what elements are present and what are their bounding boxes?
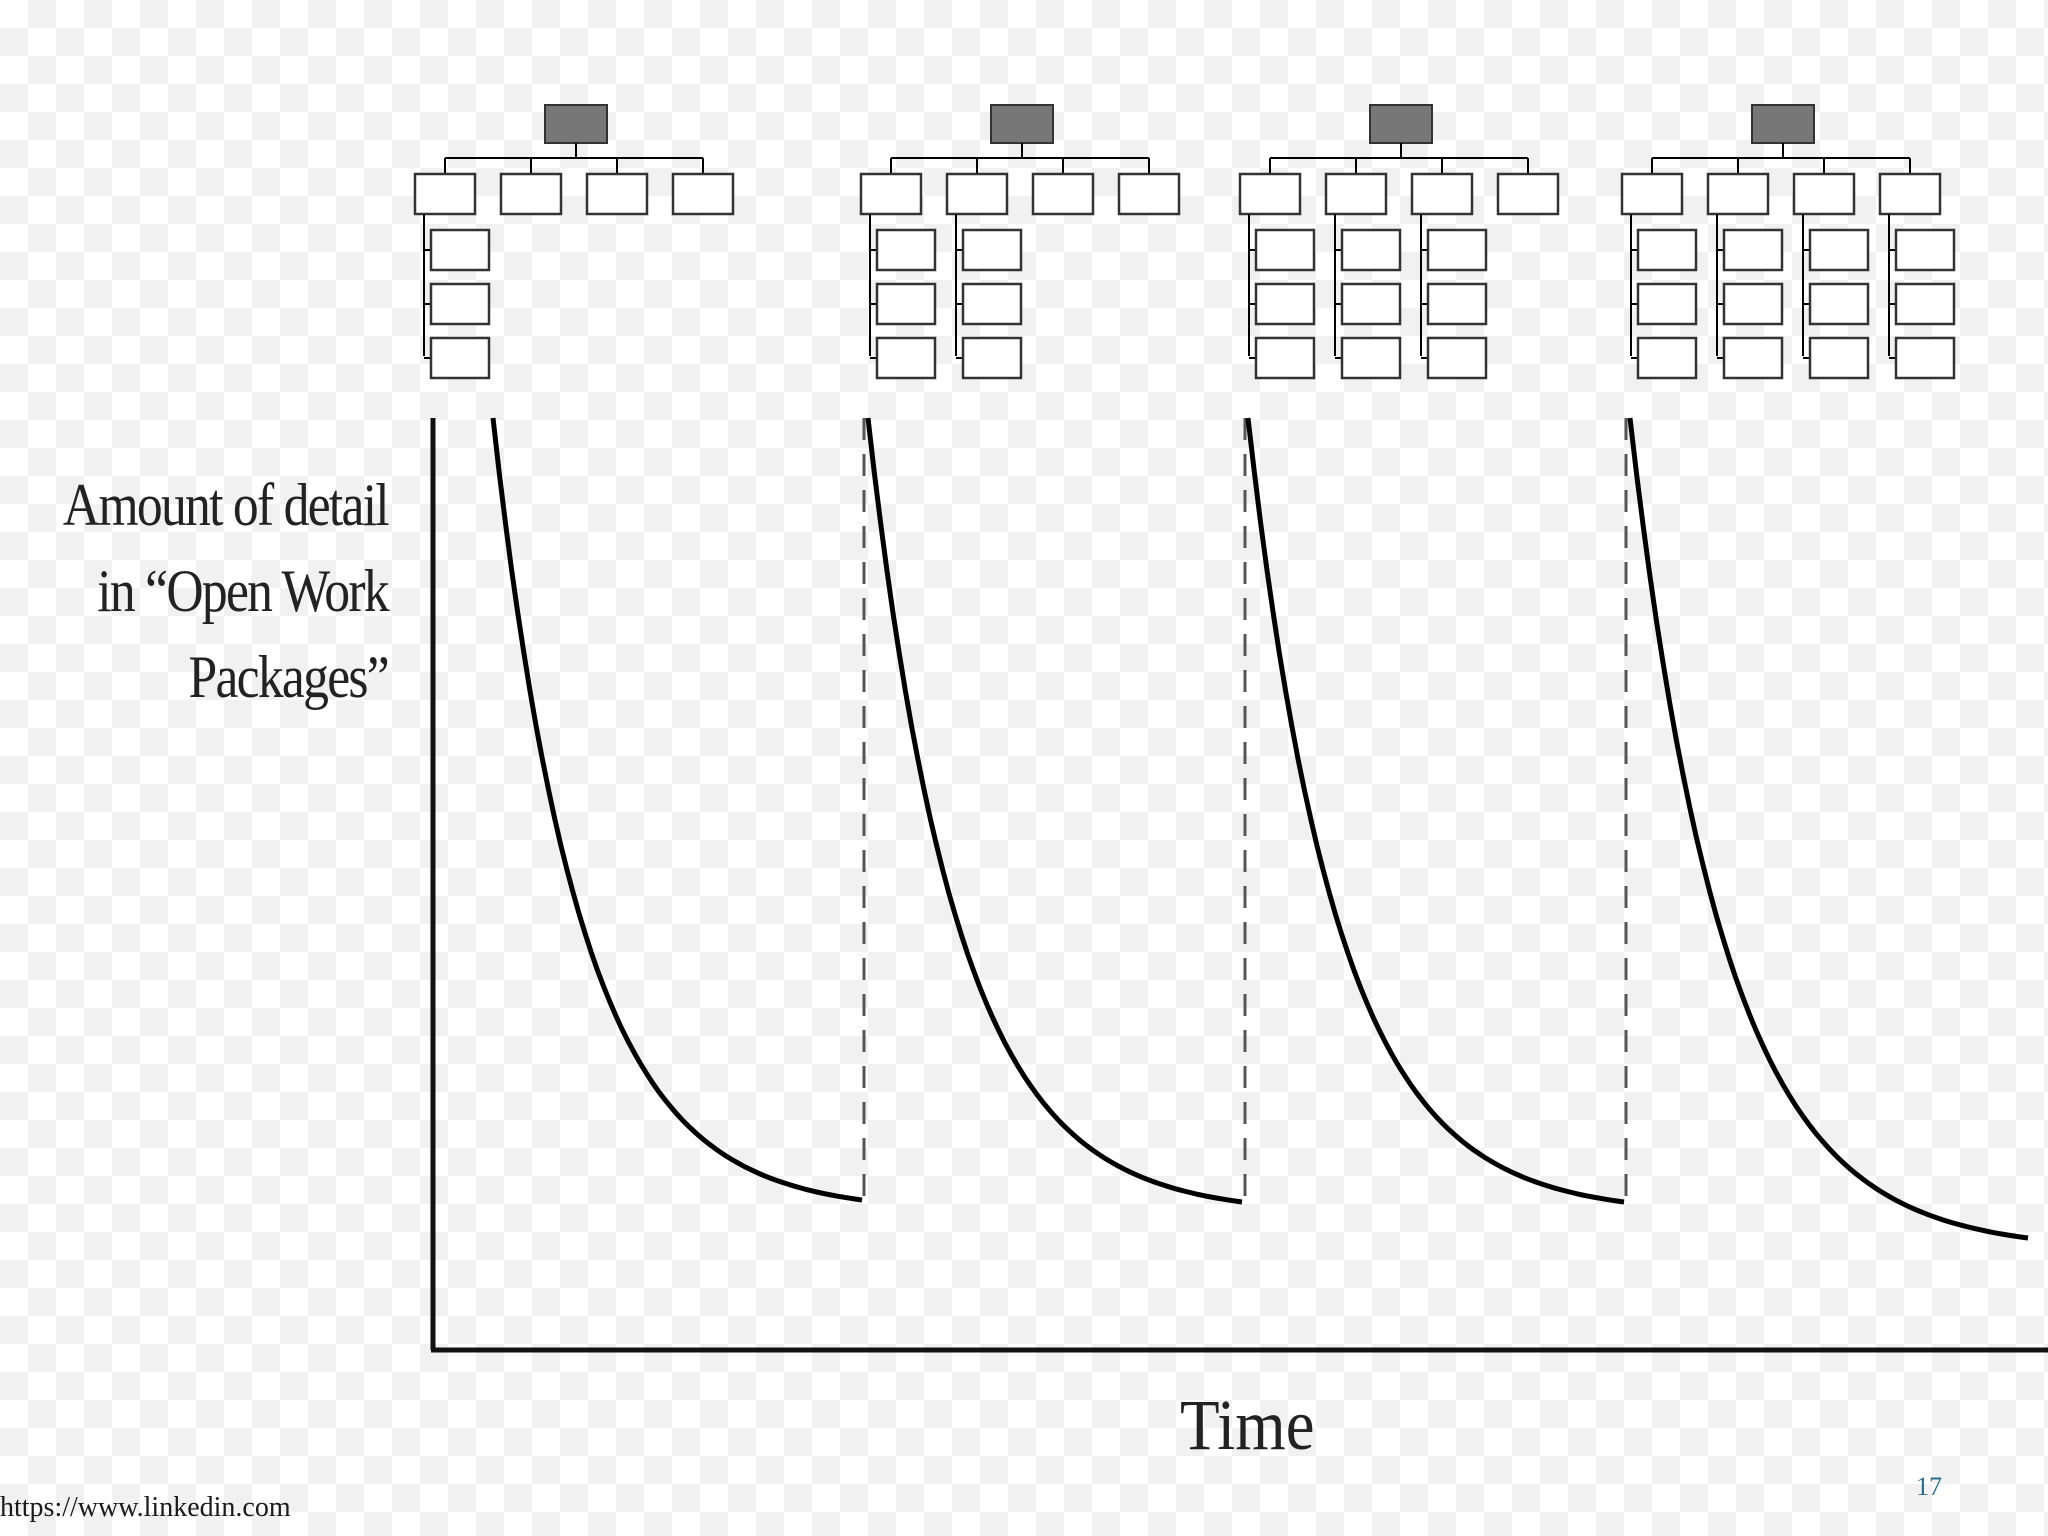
wbs-root-box xyxy=(1369,104,1433,144)
detail-decay-curve-4 xyxy=(1627,417,2029,1241)
y-axis-label: Amount of detail in “Open Work Packages” xyxy=(62,462,390,720)
wbs-level2-box xyxy=(875,228,937,272)
detail-decay-curve-3 xyxy=(1245,417,1625,1205)
wbs-root-box xyxy=(990,104,1054,144)
wbs-level1-box xyxy=(1031,172,1095,216)
wbs-level2-box xyxy=(1426,336,1488,380)
wbs-level2-box xyxy=(1808,282,1870,326)
wbs-level2-box xyxy=(1254,336,1316,380)
page-number: 17 xyxy=(1916,1472,1942,1501)
wbs-level2-box xyxy=(1426,228,1488,272)
wbs-level2-box xyxy=(1894,228,1956,272)
wbs-stage-4 xyxy=(1620,104,1956,380)
wbs-stage-2 xyxy=(859,104,1181,380)
wbs-level1-box xyxy=(1410,172,1474,216)
wbs-level1-box xyxy=(585,172,649,216)
wbs-level2-box xyxy=(1636,228,1698,272)
y-axis-label-line-1: Amount of detail xyxy=(62,472,390,538)
wbs-level2-box xyxy=(429,282,491,326)
wbs-level2-box xyxy=(1340,228,1402,272)
wbs-level1-box xyxy=(1324,172,1388,216)
y-axis-label-line-3: Packages” xyxy=(188,644,390,710)
wbs-level1-box xyxy=(1620,172,1684,216)
wbs-level1-box xyxy=(499,172,563,216)
wbs-level2-box xyxy=(1340,282,1402,326)
wbs-root-box xyxy=(544,104,608,144)
wbs-level1-box xyxy=(1792,172,1856,216)
wbs-level1-box xyxy=(1878,172,1942,216)
wbs-root-box xyxy=(1751,104,1815,144)
detail-curves xyxy=(490,417,2029,1241)
source-link[interactable]: https://www.linkedin.com xyxy=(0,1492,291,1523)
wbs-level2-box xyxy=(1254,282,1316,326)
wbs-level2-box xyxy=(1636,336,1698,380)
wbs-hierarchies xyxy=(413,104,1956,380)
wbs-level2-box xyxy=(1808,336,1870,380)
wbs-level2-box xyxy=(1722,282,1784,326)
wbs-level2-box xyxy=(1808,228,1870,272)
wbs-level1-box xyxy=(1706,172,1770,216)
wbs-level2-box xyxy=(1254,228,1316,272)
wbs-level1-box xyxy=(413,172,477,216)
wbs-level2-box xyxy=(875,282,937,326)
wbs-level2-box xyxy=(1340,336,1402,380)
detail-decay-curve-2 xyxy=(865,417,1243,1205)
wbs-level2-box xyxy=(429,228,491,272)
detail-decay-curve-1 xyxy=(490,417,863,1203)
wbs-stage-1 xyxy=(413,104,735,380)
wbs-level1-box xyxy=(1496,172,1560,216)
wbs-level2-box xyxy=(875,336,937,380)
x-axis-label: Time xyxy=(1180,1385,1315,1465)
wbs-level2-box xyxy=(429,336,491,380)
wbs-level2-box xyxy=(1894,282,1956,326)
wbs-level1-box xyxy=(859,172,923,216)
wbs-level2-box xyxy=(1894,336,1956,380)
wbs-level2-box xyxy=(961,282,1023,326)
wbs-level1-box xyxy=(1238,172,1302,216)
wbs-level2-box xyxy=(1722,336,1784,380)
wbs-level2-box xyxy=(1636,282,1698,326)
wbs-level2-box xyxy=(961,228,1023,272)
y-axis-label-line-2: in “Open Work xyxy=(97,558,389,624)
wbs-level1-box xyxy=(1117,172,1181,216)
wbs-level1-box xyxy=(945,172,1009,216)
wbs-level2-box xyxy=(1426,282,1488,326)
wbs-stage-3 xyxy=(1238,104,1560,380)
wbs-level2-box xyxy=(1722,228,1784,272)
wbs-level2-box xyxy=(961,336,1023,380)
wbs-level1-box xyxy=(671,172,735,216)
